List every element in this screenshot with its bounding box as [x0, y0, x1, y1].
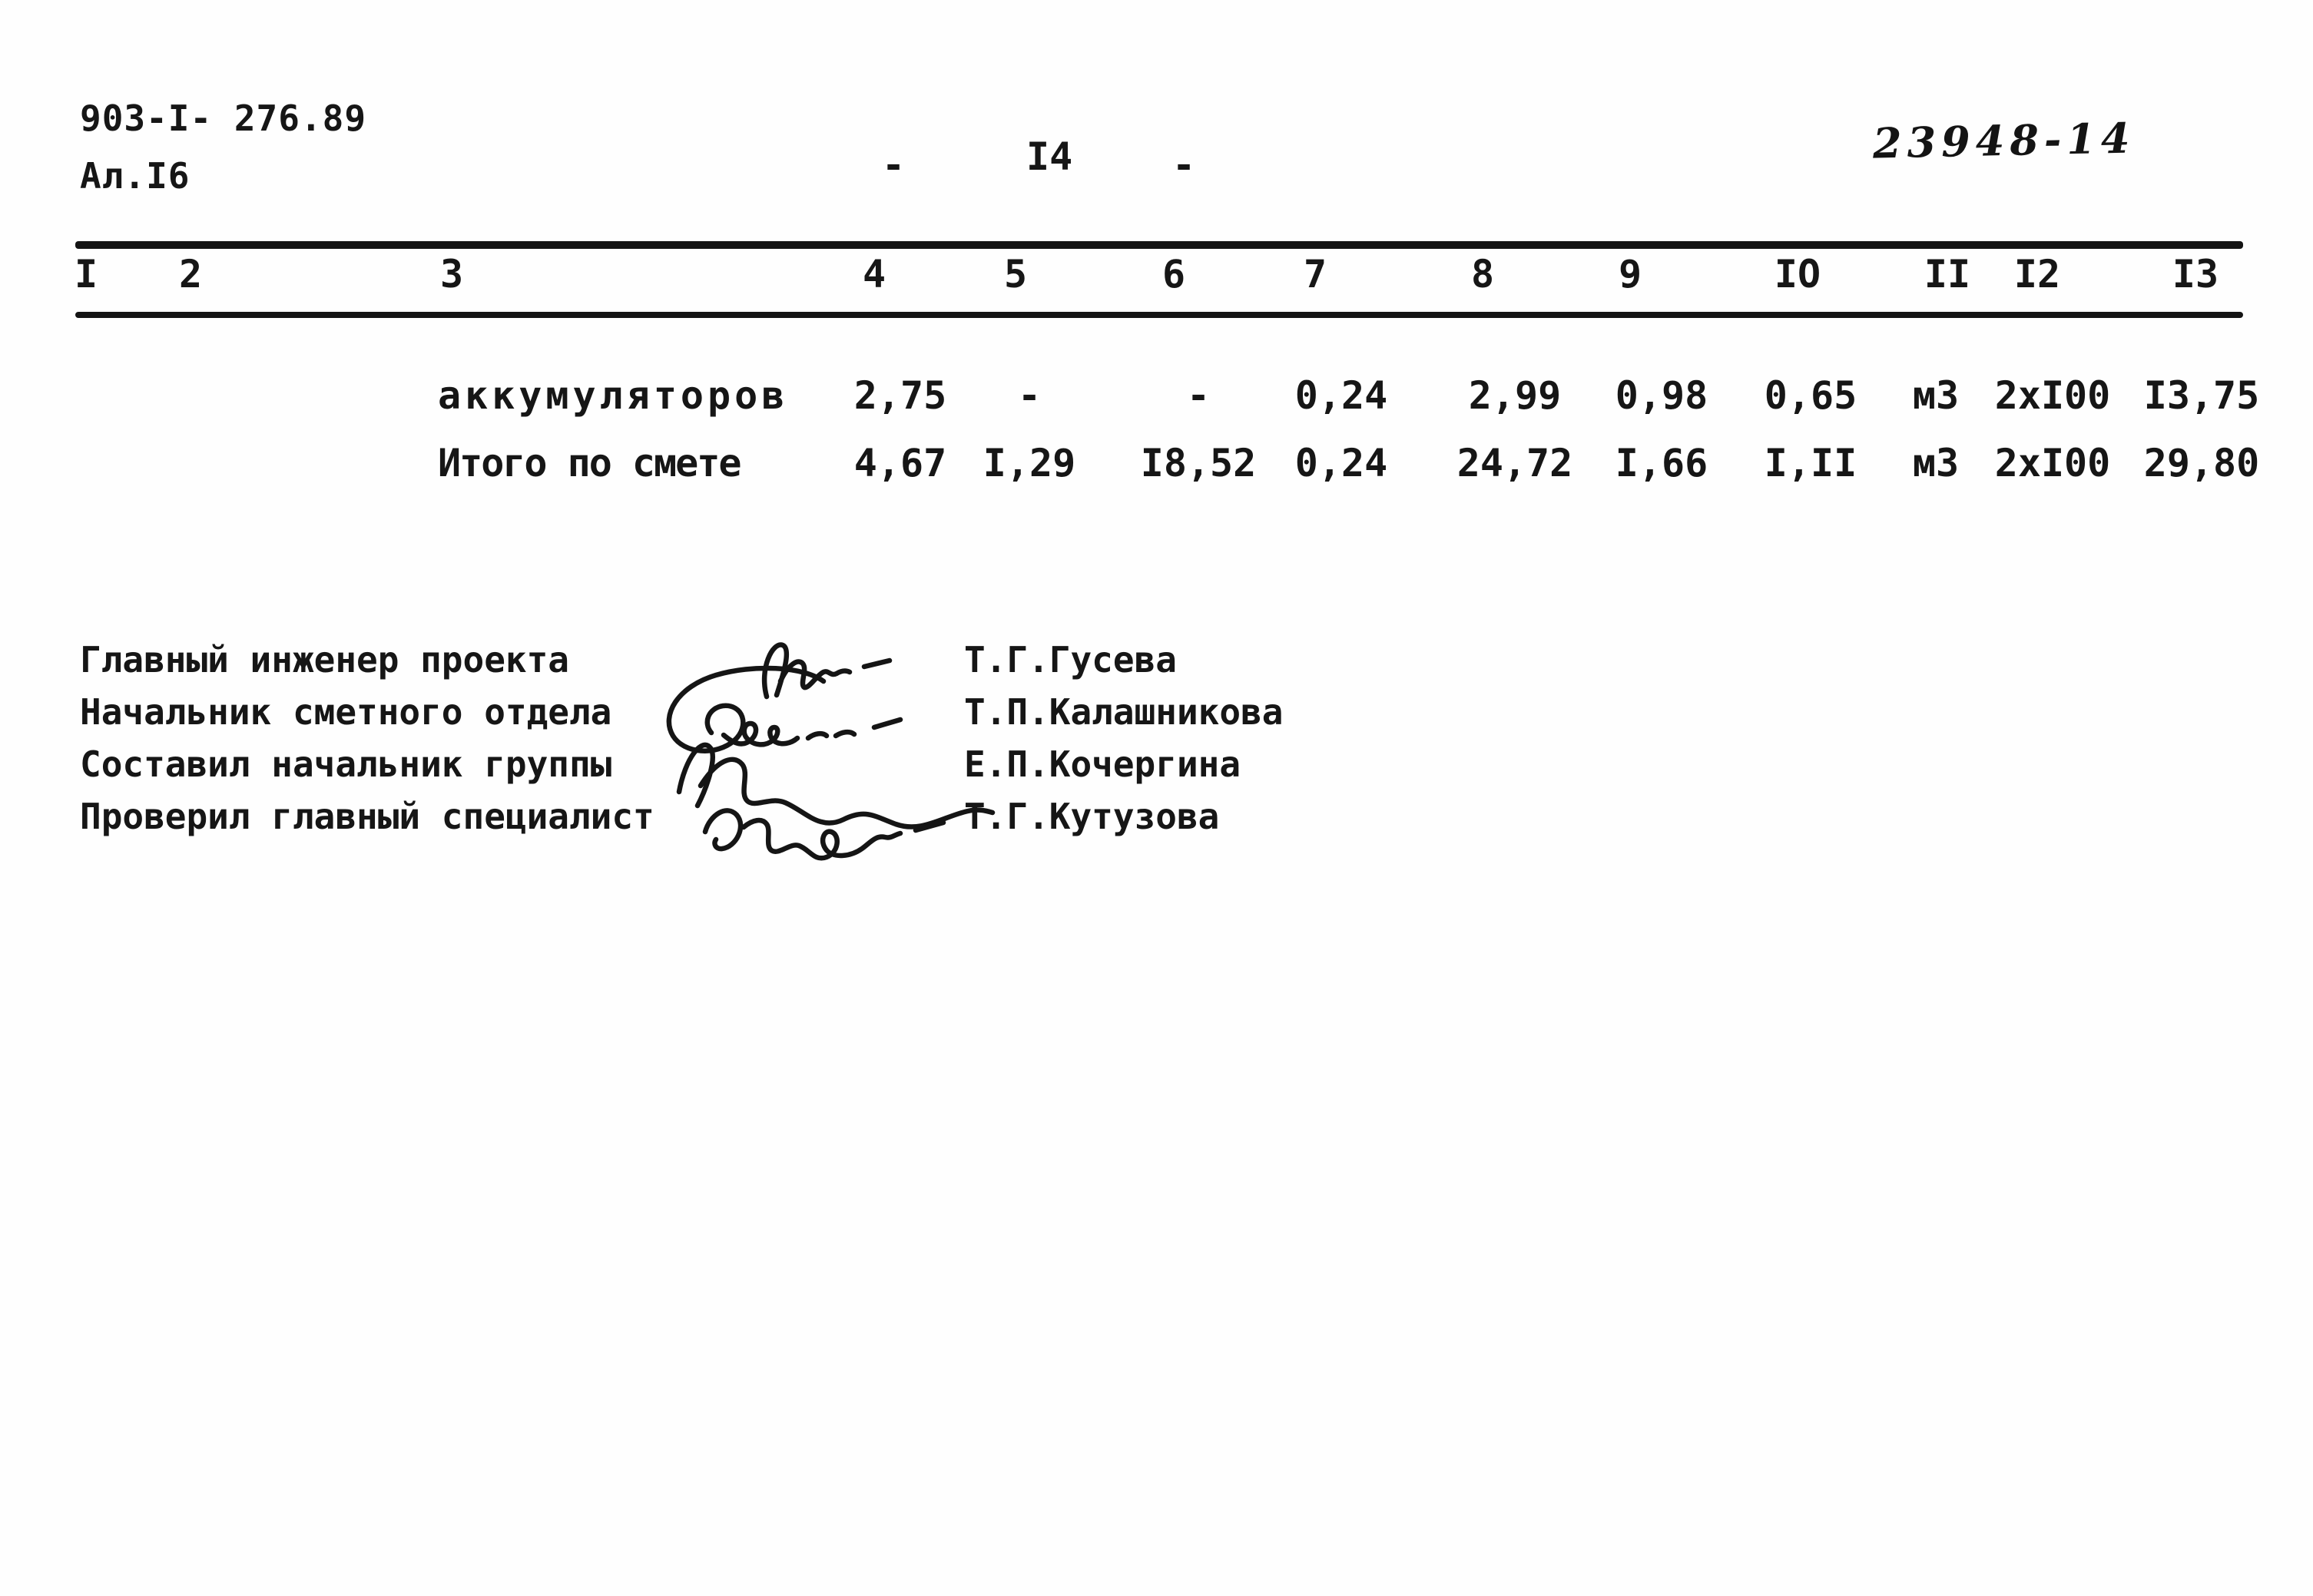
row-label: аккумуляторов: [438, 373, 789, 418]
signature-role-chief-engineer: Главный инженер проекта: [80, 639, 569, 680]
column-header-3: 3: [439, 252, 464, 296]
cell-col4: 4,67: [853, 441, 947, 485]
column-header-13: I3: [2172, 252, 2219, 296]
signature-role-group-head: Составил начальник группы: [80, 743, 612, 785]
cell-col7: 0,24: [1294, 373, 1388, 418]
signature-name-kalashnikova: Т.П.Калашникова: [964, 691, 1284, 733]
column-header-7: 7: [1303, 252, 1327, 296]
cell-col9: 0,98: [1615, 373, 1708, 418]
doc-number: 903-I- 276.89: [80, 98, 367, 139]
signature-role-chief-specialist: Проверил главный специалист: [80, 796, 654, 837]
column-header-12: I2: [2013, 252, 2061, 296]
column-header-11: II: [1924, 252, 1971, 296]
table-top-rule: [75, 241, 2243, 249]
signature-ink-kochergina: [676, 742, 996, 829]
signature-name-guseva: Т.Г.Гусева: [964, 639, 1177, 680]
cell-col10: I,II: [1764, 441, 1857, 485]
cell-col13: I3,75: [2143, 373, 2260, 418]
signature-ink-guseva: [761, 642, 893, 700]
table-header-bottom-rule: [75, 312, 2243, 318]
column-header-4: 4: [862, 252, 886, 296]
column-header-6: 6: [1161, 252, 1186, 296]
handwritten-stamp: 23948-14: [1872, 113, 2136, 168]
cell-col4: 2,75: [853, 373, 947, 418]
signature-role-estimate-head: Начальник сметного отдела: [80, 691, 612, 733]
signature-name-kochergina: Е.П.Кочергина: [964, 743, 1241, 785]
row-label: Итого по смете: [438, 441, 741, 485]
column-header-2: 2: [178, 252, 203, 296]
cell-col11: м3: [1912, 373, 1960, 418]
cell-col13: 29,80: [2143, 441, 2260, 485]
cell-col10: 0,65: [1764, 373, 1857, 418]
cell-col9: I,66: [1615, 441, 1708, 485]
handwritten-signatures: [666, 642, 996, 861]
cell-col8: 24,72: [1456, 441, 1573, 485]
cell-col7: 0,24: [1294, 441, 1388, 485]
cell-col6: -: [1186, 373, 1211, 418]
cell-col5: I,29: [983, 441, 1076, 485]
column-header-8: 8: [1470, 252, 1495, 296]
cell-col8: 2,99: [1468, 373, 1562, 418]
cell-col12: 2хI00: [1994, 373, 2111, 418]
column-header-9: 9: [1618, 252, 1642, 296]
signature-ink-kalashnikova: [666, 665, 903, 753]
page-number: I4: [1026, 134, 1073, 179]
sheet-number: Ал.I6: [80, 155, 191, 197]
column-header-5: 5: [1003, 252, 1028, 296]
page-number-right-dash: -: [1172, 143, 1196, 187]
column-header-10: IO: [1774, 252, 1821, 296]
cell-col11: м3: [1912, 441, 1960, 485]
page-number-left-dash: -: [882, 143, 906, 187]
cell-col5: -: [1017, 373, 1042, 418]
signature-name-kutuzova: Т.Г.Кутузова: [964, 796, 1220, 837]
column-header-1: I: [74, 252, 98, 296]
cell-col12: 2хI00: [1994, 441, 2111, 485]
cell-col6: I8,52: [1140, 441, 1257, 485]
signature-ink-kutuzova: [702, 808, 946, 861]
